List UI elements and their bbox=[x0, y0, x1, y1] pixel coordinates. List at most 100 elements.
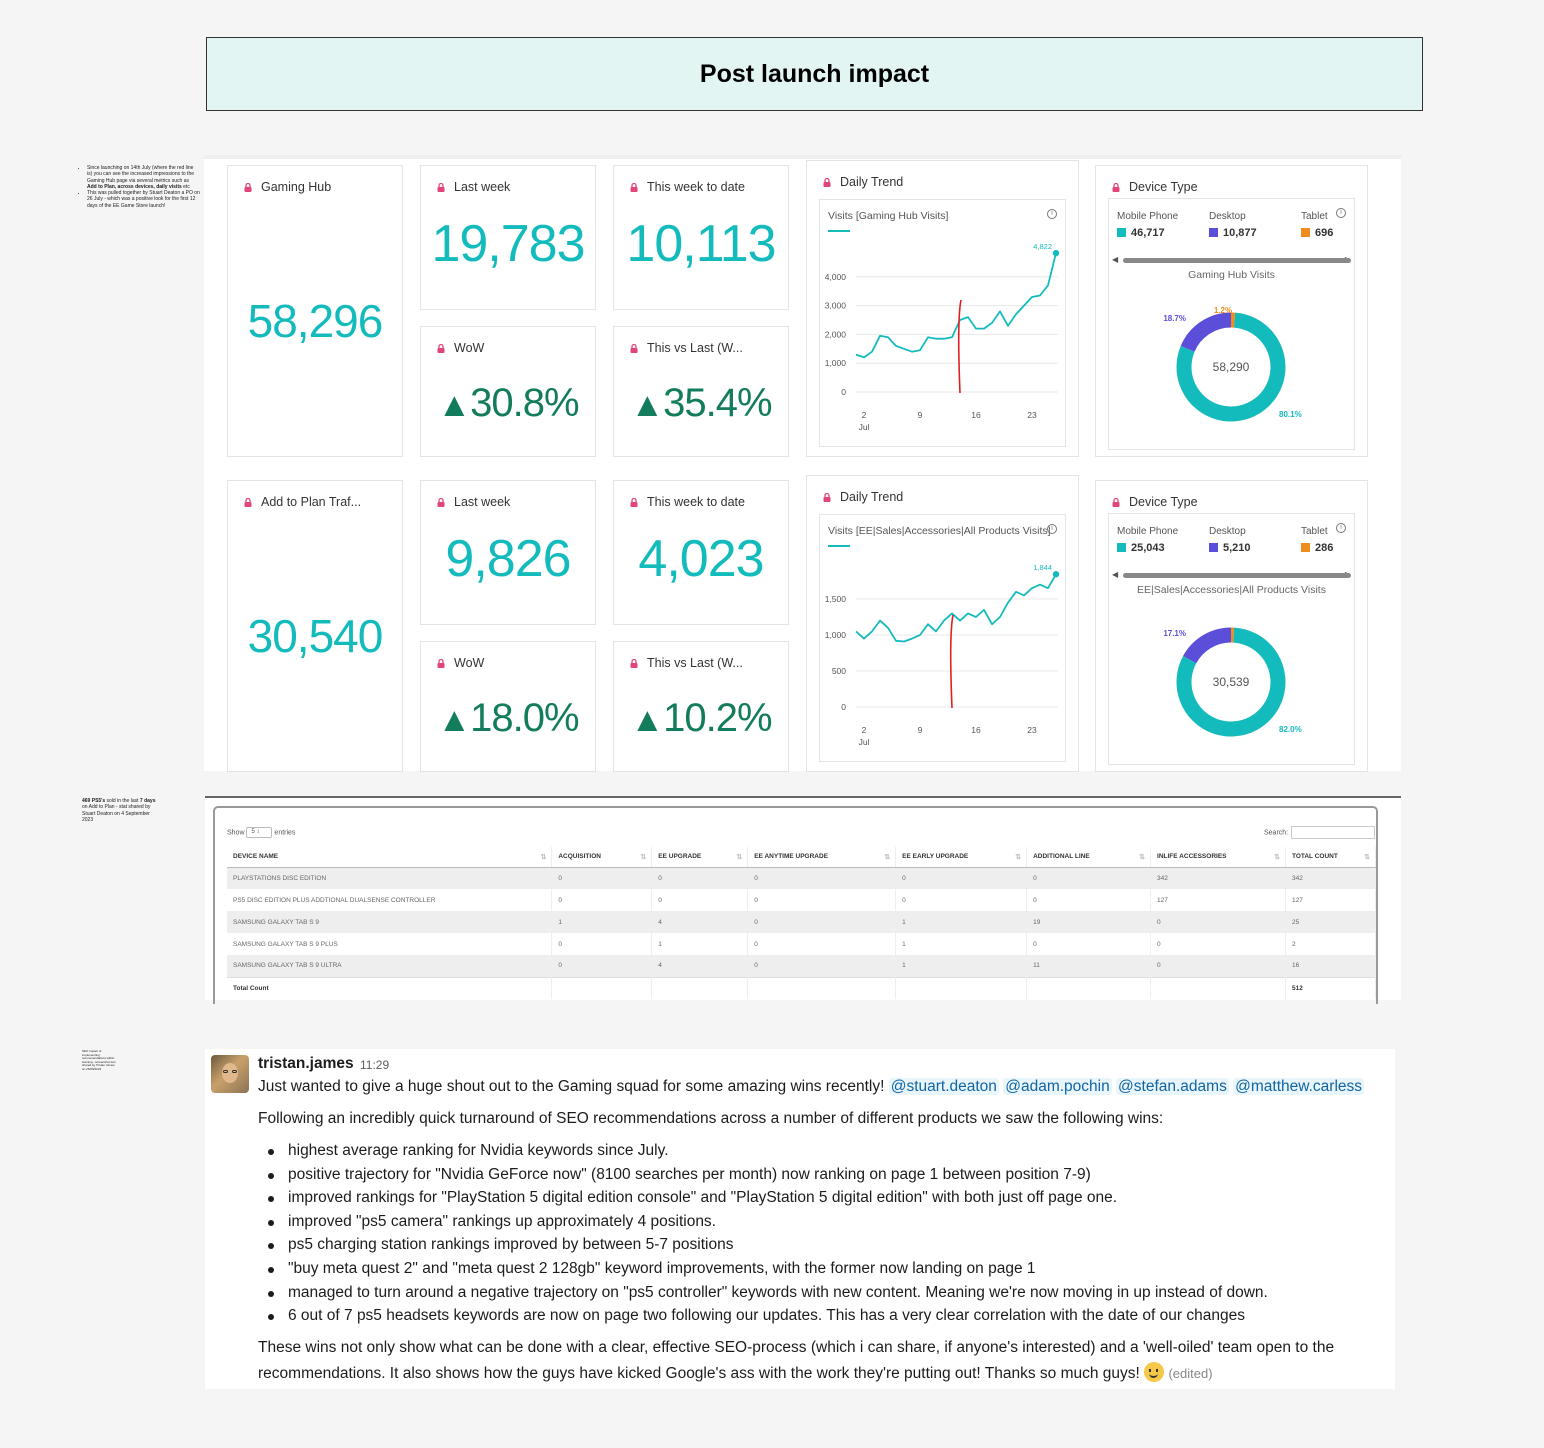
this-vs-last-card[interactable]: This vs Last (W... ▲10.2% bbox=[613, 641, 789, 772]
table-body: PLAYSTATIONS DISC EDITION 0 0 0 0 0 342 342 PS5 … bbox=[227, 867, 1377, 999]
daily-trend-card[interactable]: Daily Trend Visits [Gaming Hub Visits] i 0 1… bbox=[806, 160, 1079, 457]
column-header[interactable]: Additional Line ⇅ bbox=[1026, 847, 1152, 868]
table-cell: 16 bbox=[1285, 955, 1377, 977]
table-cell: 4 bbox=[651, 911, 749, 933]
sort-icon[interactable]: ⇅ bbox=[884, 854, 891, 861]
daily-trend-card[interactable]: Daily Trend Visits [EE|Sales|Accessories|… bbox=[806, 475, 1079, 772]
avatar[interactable] bbox=[211, 1055, 249, 1093]
sort-icon[interactable]: ⇅ bbox=[1139, 854, 1146, 861]
total-visits-card[interactable]: Gaming Hub 58,296 bbox=[227, 165, 403, 457]
lock-icon bbox=[823, 178, 831, 187]
device-legend-tablet[interactable]: Tablet 286 bbox=[1301, 526, 1333, 554]
donut-slice-mobile-phone[interactable] bbox=[1176, 312, 1286, 422]
entries-select-value: 5 bbox=[251, 829, 255, 835]
table-cell: 0 bbox=[747, 955, 897, 977]
legend-scrollbar[interactable] bbox=[1123, 573, 1351, 578]
donut-slice-mobile-phone[interactable] bbox=[1176, 627, 1286, 737]
analytics-dashboard: Gaming Hub 58,296 Last week 19,783 This week… bbox=[204, 155, 1401, 772]
device-sales-table: Device Name ⇅ Acquisition ⇅ EE Upgrade ⇅ EE An… bbox=[227, 847, 1377, 999]
message-paragraph: Following an incredibly quick turnaround… bbox=[258, 1110, 1164, 1127]
scroll-left-icon[interactable]: ◀ bbox=[1112, 255, 1119, 264]
list-item: positive trajectory for "Nvidia GeForce … bbox=[258, 1163, 1268, 1187]
device-legend-tablet[interactable]: Tablet 696 bbox=[1301, 211, 1333, 239]
device-legend-label: Tablet bbox=[1301, 211, 1328, 222]
last-week-card[interactable]: Last week 9,826 bbox=[420, 480, 596, 625]
this-week-card[interactable]: This week to date 10,113 bbox=[613, 165, 789, 310]
column-header[interactable]: Total Count ⇅ bbox=[1285, 847, 1377, 868]
wow-card[interactable]: WoW ▲18.0% bbox=[420, 641, 596, 772]
column-header-label: Additional Line bbox=[1033, 853, 1090, 861]
device-legend-label: Mobile Phone bbox=[1117, 211, 1179, 222]
end-point-marker[interactable] bbox=[1052, 571, 1060, 578]
mention-link[interactable]: @matthew.carless bbox=[1233, 1078, 1365, 1095]
device-type-card[interactable]: Device Type Mobile Phone 25,043 Desktop 5,21… bbox=[1095, 480, 1368, 772]
total-visits-card[interactable]: Add to Plan Traf... 30,540 bbox=[227, 480, 403, 772]
lock-icon bbox=[437, 659, 445, 668]
lock-icon bbox=[244, 183, 252, 192]
device-type-card[interactable]: Device Type Mobile Phone 46,717 Desktop 10,8… bbox=[1095, 165, 1368, 457]
x-tick-label: 9 bbox=[918, 725, 923, 735]
sort-icon[interactable]: ⇅ bbox=[640, 854, 647, 861]
sort-icon[interactable]: ⇅ bbox=[736, 854, 743, 861]
wow-card[interactable]: WoW ▲30.8% bbox=[420, 326, 596, 457]
device-legend-mobile[interactable]: Mobile Phone 46,717 bbox=[1117, 211, 1178, 239]
table-cell: 0 bbox=[551, 867, 653, 889]
divider bbox=[204, 155, 1401, 159]
sort-icon[interactable]: ⇅ bbox=[1274, 854, 1280, 861]
pct-label-desktop: 17.1% bbox=[1163, 629, 1186, 638]
table-row: PS5 DISC EDITION PLUS ADDTIONAL DUALSENS… bbox=[227, 889, 1377, 911]
legend-scrollbar[interactable] bbox=[1123, 258, 1351, 263]
card-title: Add to Plan Traf... bbox=[243, 495, 361, 509]
this-week-value: 4,023 bbox=[638, 530, 764, 588]
card-title: This vs Last (W... bbox=[629, 656, 743, 670]
scroll-left-icon[interactable]: ◀ bbox=[1112, 570, 1119, 579]
donut-slice-desktop[interactable] bbox=[1180, 312, 1232, 353]
note-text: Since launching on 14th July (where the … bbox=[87, 165, 194, 184]
this-week-card[interactable]: This week to date 4,023 bbox=[613, 480, 789, 625]
search-input[interactable] bbox=[1291, 826, 1376, 839]
sort-icon[interactable]: ⇅ bbox=[1364, 854, 1370, 861]
device-legend-value-wrap: 10,877 bbox=[1209, 227, 1257, 239]
entries-select[interactable]: 5 ↕ bbox=[246, 827, 273, 838]
table-frame bbox=[213, 806, 1378, 1004]
mention-link[interactable]: @stuart.deaton bbox=[888, 1078, 999, 1095]
card-title: Gaming Hub bbox=[243, 180, 331, 194]
device-legend-label: Tablet bbox=[1301, 526, 1328, 537]
page-title: Post launch impact bbox=[699, 59, 930, 88]
up-triangle-icon: ▲ bbox=[630, 386, 664, 424]
end-point-marker[interactable] bbox=[1052, 249, 1060, 257]
info-icon[interactable]: i bbox=[1047, 524, 1057, 534]
this-vs-last-card[interactable]: This vs Last (W... ▲35.4% bbox=[613, 326, 789, 457]
device-legend-desktop[interactable]: Desktop 5,210 bbox=[1209, 526, 1251, 554]
column-header[interactable]: Inlife Accessories ⇅ bbox=[1150, 847, 1286, 868]
device-legend-desktop[interactable]: Desktop 10,877 bbox=[1209, 211, 1257, 239]
column-header-label: Acquisition bbox=[558, 853, 601, 861]
sales-table-panel: Show 5 ↕ entries Search: Device Name ⇅ Acq… bbox=[205, 796, 1401, 1004]
device-legend-mobile[interactable]: Mobile Phone 25,043 bbox=[1117, 526, 1178, 554]
donut-slice-desktop[interactable] bbox=[1183, 627, 1232, 664]
info-icon[interactable]: i bbox=[1336, 523, 1346, 533]
lock-icon bbox=[630, 659, 638, 668]
sort-icon[interactable]: ⇅ bbox=[1015, 854, 1022, 861]
table-cell: SAMSUNG GALAXY TAB S 9 bbox=[227, 911, 553, 933]
last-week-card[interactable]: Last week 19,783 bbox=[420, 165, 596, 310]
table-cell: 0 bbox=[1150, 911, 1286, 933]
column-header[interactable]: EE Early Upgrade ⇅ bbox=[895, 847, 1028, 868]
message-timestamp[interactable]: 11:29 bbox=[360, 1058, 390, 1072]
this-vs-last-value: 10.2% bbox=[663, 696, 772, 740]
table-cell: 0 bbox=[747, 911, 897, 933]
sort-icon[interactable]: ⇅ bbox=[540, 854, 547, 861]
info-icon[interactable]: i bbox=[1336, 208, 1346, 218]
message-author[interactable]: tristan.james bbox=[258, 1055, 354, 1072]
column-header[interactable]: EE Anytime Upgrade ⇅ bbox=[747, 847, 897, 868]
device-chart-panel: Mobile Phone 25,043 Desktop 5,210 Tablet 286 i… bbox=[1108, 513, 1355, 765]
column-header[interactable]: EE Upgrade ⇅ bbox=[651, 847, 749, 868]
mention-link[interactable]: @adam.pochin bbox=[1003, 1078, 1112, 1095]
mention-link[interactable]: @stefan.adams bbox=[1116, 1078, 1229, 1095]
column-header[interactable]: Acquisition ⇅ bbox=[551, 847, 653, 868]
info-icon[interactable]: i bbox=[1047, 209, 1057, 219]
series-swatch bbox=[828, 230, 850, 232]
x-tick-label: 2 bbox=[862, 410, 867, 420]
column-header[interactable]: Device Name ⇅ bbox=[227, 847, 553, 868]
card-title-text: This vs Last (W... bbox=[647, 341, 743, 355]
